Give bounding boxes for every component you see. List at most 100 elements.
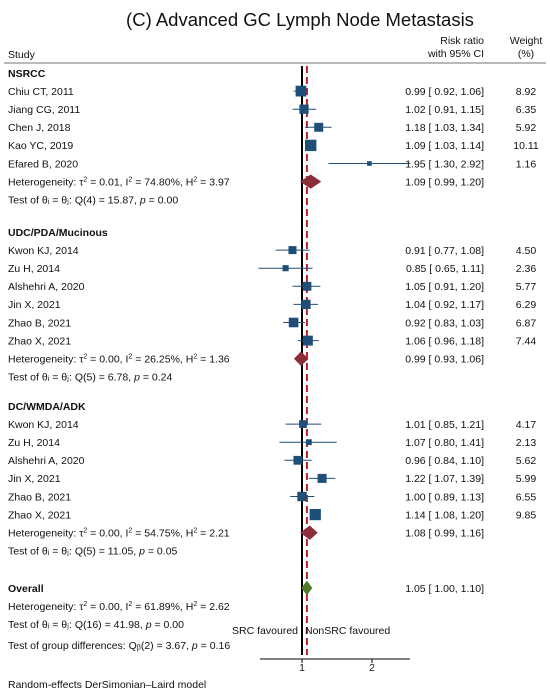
- study-marker: [309, 508, 321, 521]
- weight-unit-header: (%): [518, 48, 534, 60]
- risk-ratio-value: 0.85 [ 0.65, 1.11]: [406, 263, 484, 275]
- subgroup-risk-ratio: 1.09 [ 0.99, 1.20]: [405, 176, 484, 188]
- overall-diamond: [301, 580, 313, 596]
- risk-ratio-value: 1.09 [ 1.03, 1.14]: [405, 140, 484, 152]
- homogeneity-test: Test of θᵢ = θⱼ: Q(5) = 11.05, p = 0.05: [8, 546, 178, 558]
- risk-ratio-value: 1.04 [ 0.92, 1.17]: [405, 299, 484, 311]
- weight-value: 5.62: [516, 455, 537, 467]
- subgroup-risk-ratio: 0.99 [ 0.93, 1.06]: [405, 354, 484, 366]
- study-name: Zhao X, 2021: [8, 335, 71, 347]
- weight-value: 6.55: [516, 491, 537, 503]
- x-tick-label: 1: [299, 662, 305, 674]
- risk-ratio-header: Risk ratio: [440, 35, 484, 47]
- heterogeneity-stat: Heterogeneity: τ2​ = 0.00, I2​ = 26.25%,…: [8, 354, 230, 366]
- study-name: Chen J, 2018: [8, 122, 71, 134]
- weight-value: 6.35: [516, 104, 537, 116]
- subgroup-heading: UDC/PDA/Mucinous: [8, 227, 108, 239]
- weight-value: 4.50: [516, 245, 537, 257]
- subgroup-diamond: [300, 525, 318, 540]
- study-marker: [288, 246, 297, 255]
- risk-ratio-value: 1.18 [ 1.03, 1.34]: [405, 122, 484, 134]
- study-name: Alshehri A, 2020: [8, 455, 85, 467]
- study-name: Kwon KJ, 2014: [8, 419, 79, 431]
- weight-value: 6.29: [516, 299, 537, 311]
- heterogeneity-stat: Heterogeneity: τ2​ = 0.01, I2​ = 74.80%,…: [8, 176, 230, 188]
- subgroup-risk-ratio: 1.08 [ 0.99, 1.16]: [405, 528, 484, 540]
- study-marker: [299, 420, 307, 428]
- weight-value: 1.16: [516, 158, 537, 170]
- study-name: Efared B, 2020: [8, 158, 78, 170]
- study-marker: [295, 85, 307, 97]
- weight-value: 8.92: [516, 86, 537, 98]
- overall-risk-ratio: 1.05 [ 1.00, 1.10]: [405, 583, 484, 595]
- study-marker: [305, 139, 317, 152]
- x-tick-label: 2: [369, 662, 375, 674]
- weight-value: 2.13: [516, 437, 537, 449]
- study-name: Zhao X, 2021: [8, 509, 71, 521]
- nonsrc-favoured-label: NonSRC favoured: [305, 625, 390, 637]
- study-marker: [314, 122, 324, 132]
- study-name: Jiang CG, 2011: [8, 104, 80, 116]
- homogeneity-test: Test of θᵢ = θⱼ: Q(4) = 15.87, p = 0.00: [8, 195, 178, 207]
- risk-ratio-value: 1.05 [ 0.91, 1.20]: [405, 281, 484, 293]
- study-name: Zhao B, 2021: [8, 491, 71, 503]
- study-marker: [288, 317, 299, 328]
- study-name: Chiu CT, 2011: [8, 86, 74, 98]
- weight-value: 5.77: [516, 281, 537, 293]
- risk-ratio-value: 1.95 [ 1.30, 2.92]: [405, 158, 484, 170]
- study-marker: [302, 281, 312, 291]
- group-difference-test: Test of group differences: Qᵦ(2) = 3.67,…: [8, 640, 230, 652]
- model-footnote: Random-effects DerSimonian–Laird model: [8, 679, 206, 691]
- overall-heterogeneity: Heterogeneity: τ2​ = 0.00, I2​ = 61.89%,…: [8, 601, 230, 613]
- heterogeneity-stat: Heterogeneity: τ2​ = 0.00, I2​ = 54.75%,…: [8, 528, 230, 540]
- weight-value: 5.99: [516, 473, 537, 485]
- overall-heading: Overall: [8, 583, 44, 595]
- forest-rows: NSRCC Chiu CT, 2011 0.99 [ 0.92, 1.06] 8.92…: [8, 66, 539, 674]
- overall-homogeneity-test: Test of θᵢ = θⱼ: Q(16) = 41.98, p = 0.00: [8, 619, 184, 631]
- risk-ratio-value: 0.92 [ 0.83, 1.03]: [405, 317, 484, 329]
- risk-ratio-value: 1.01 [ 0.85, 1.21]: [405, 419, 484, 431]
- study-name: Jin X, 2021: [8, 299, 61, 311]
- weight-value: 2.36: [516, 263, 537, 275]
- risk-ratio-value: 0.99 [ 0.92, 1.06]: [405, 86, 484, 98]
- study-name: Alshehri A, 2020: [8, 281, 85, 293]
- study-marker: [317, 473, 327, 483]
- study-name: Zhao B, 2021: [8, 317, 71, 329]
- weight-header: Weight: [510, 35, 543, 47]
- subgroup-heading: NSRCC: [8, 68, 46, 80]
- src-favoured-label: SRC favoured: [232, 625, 298, 637]
- study-marker: [302, 335, 313, 346]
- study-marker: [301, 299, 311, 310]
- subgroup-diamond: [300, 174, 322, 189]
- weight-value: 7.44: [516, 335, 537, 347]
- study-column-header: Study: [8, 49, 36, 61]
- study-marker: [297, 491, 307, 502]
- risk-ratio-value: 1.07 [ 0.80, 1.41]: [405, 437, 484, 449]
- risk-ratio-value: 1.02 [ 0.91, 1.15]: [405, 104, 484, 116]
- study-name: Jin X, 2021: [8, 473, 61, 485]
- study-marker: [305, 439, 312, 446]
- risk-ratio-value: 0.91 [ 0.77, 1.08]: [405, 245, 484, 257]
- chart-title: (C) Advanced GC Lymph Node Metastasis: [126, 9, 474, 30]
- subgroup-diamond: [293, 351, 309, 366]
- study-name: Kao YC, 2019: [8, 140, 73, 152]
- risk-ratio-value: 1.00 [ 0.89, 1.13]: [405, 491, 484, 503]
- weight-value: 6.87: [516, 317, 537, 329]
- weight-value: 10.11: [513, 140, 539, 152]
- study-marker: [293, 455, 303, 465]
- study-name: Kwon KJ, 2014: [8, 245, 79, 257]
- risk-ratio-value: 1.14 [ 1.08, 1.20]: [405, 509, 484, 521]
- weight-value: 4.17: [516, 419, 537, 431]
- weight-value: 5.92: [516, 122, 537, 134]
- risk-ratio-value: 1.06 [ 0.96, 1.18]: [405, 335, 484, 347]
- study-marker: [367, 161, 372, 166]
- study-marker: [282, 265, 289, 272]
- study-marker: [299, 104, 309, 114]
- weight-value: 9.85: [516, 509, 537, 521]
- study-name: Zu H, 2014: [8, 437, 60, 449]
- ci-header: with 95% CI: [427, 48, 484, 60]
- study-name: Zu H, 2014: [8, 263, 60, 275]
- risk-ratio-value: 0.96 [ 0.84, 1.10]: [405, 455, 484, 467]
- homogeneity-test: Test of θᵢ = θⱼ: Q(5) = 6.78, p = 0.24: [8, 372, 172, 384]
